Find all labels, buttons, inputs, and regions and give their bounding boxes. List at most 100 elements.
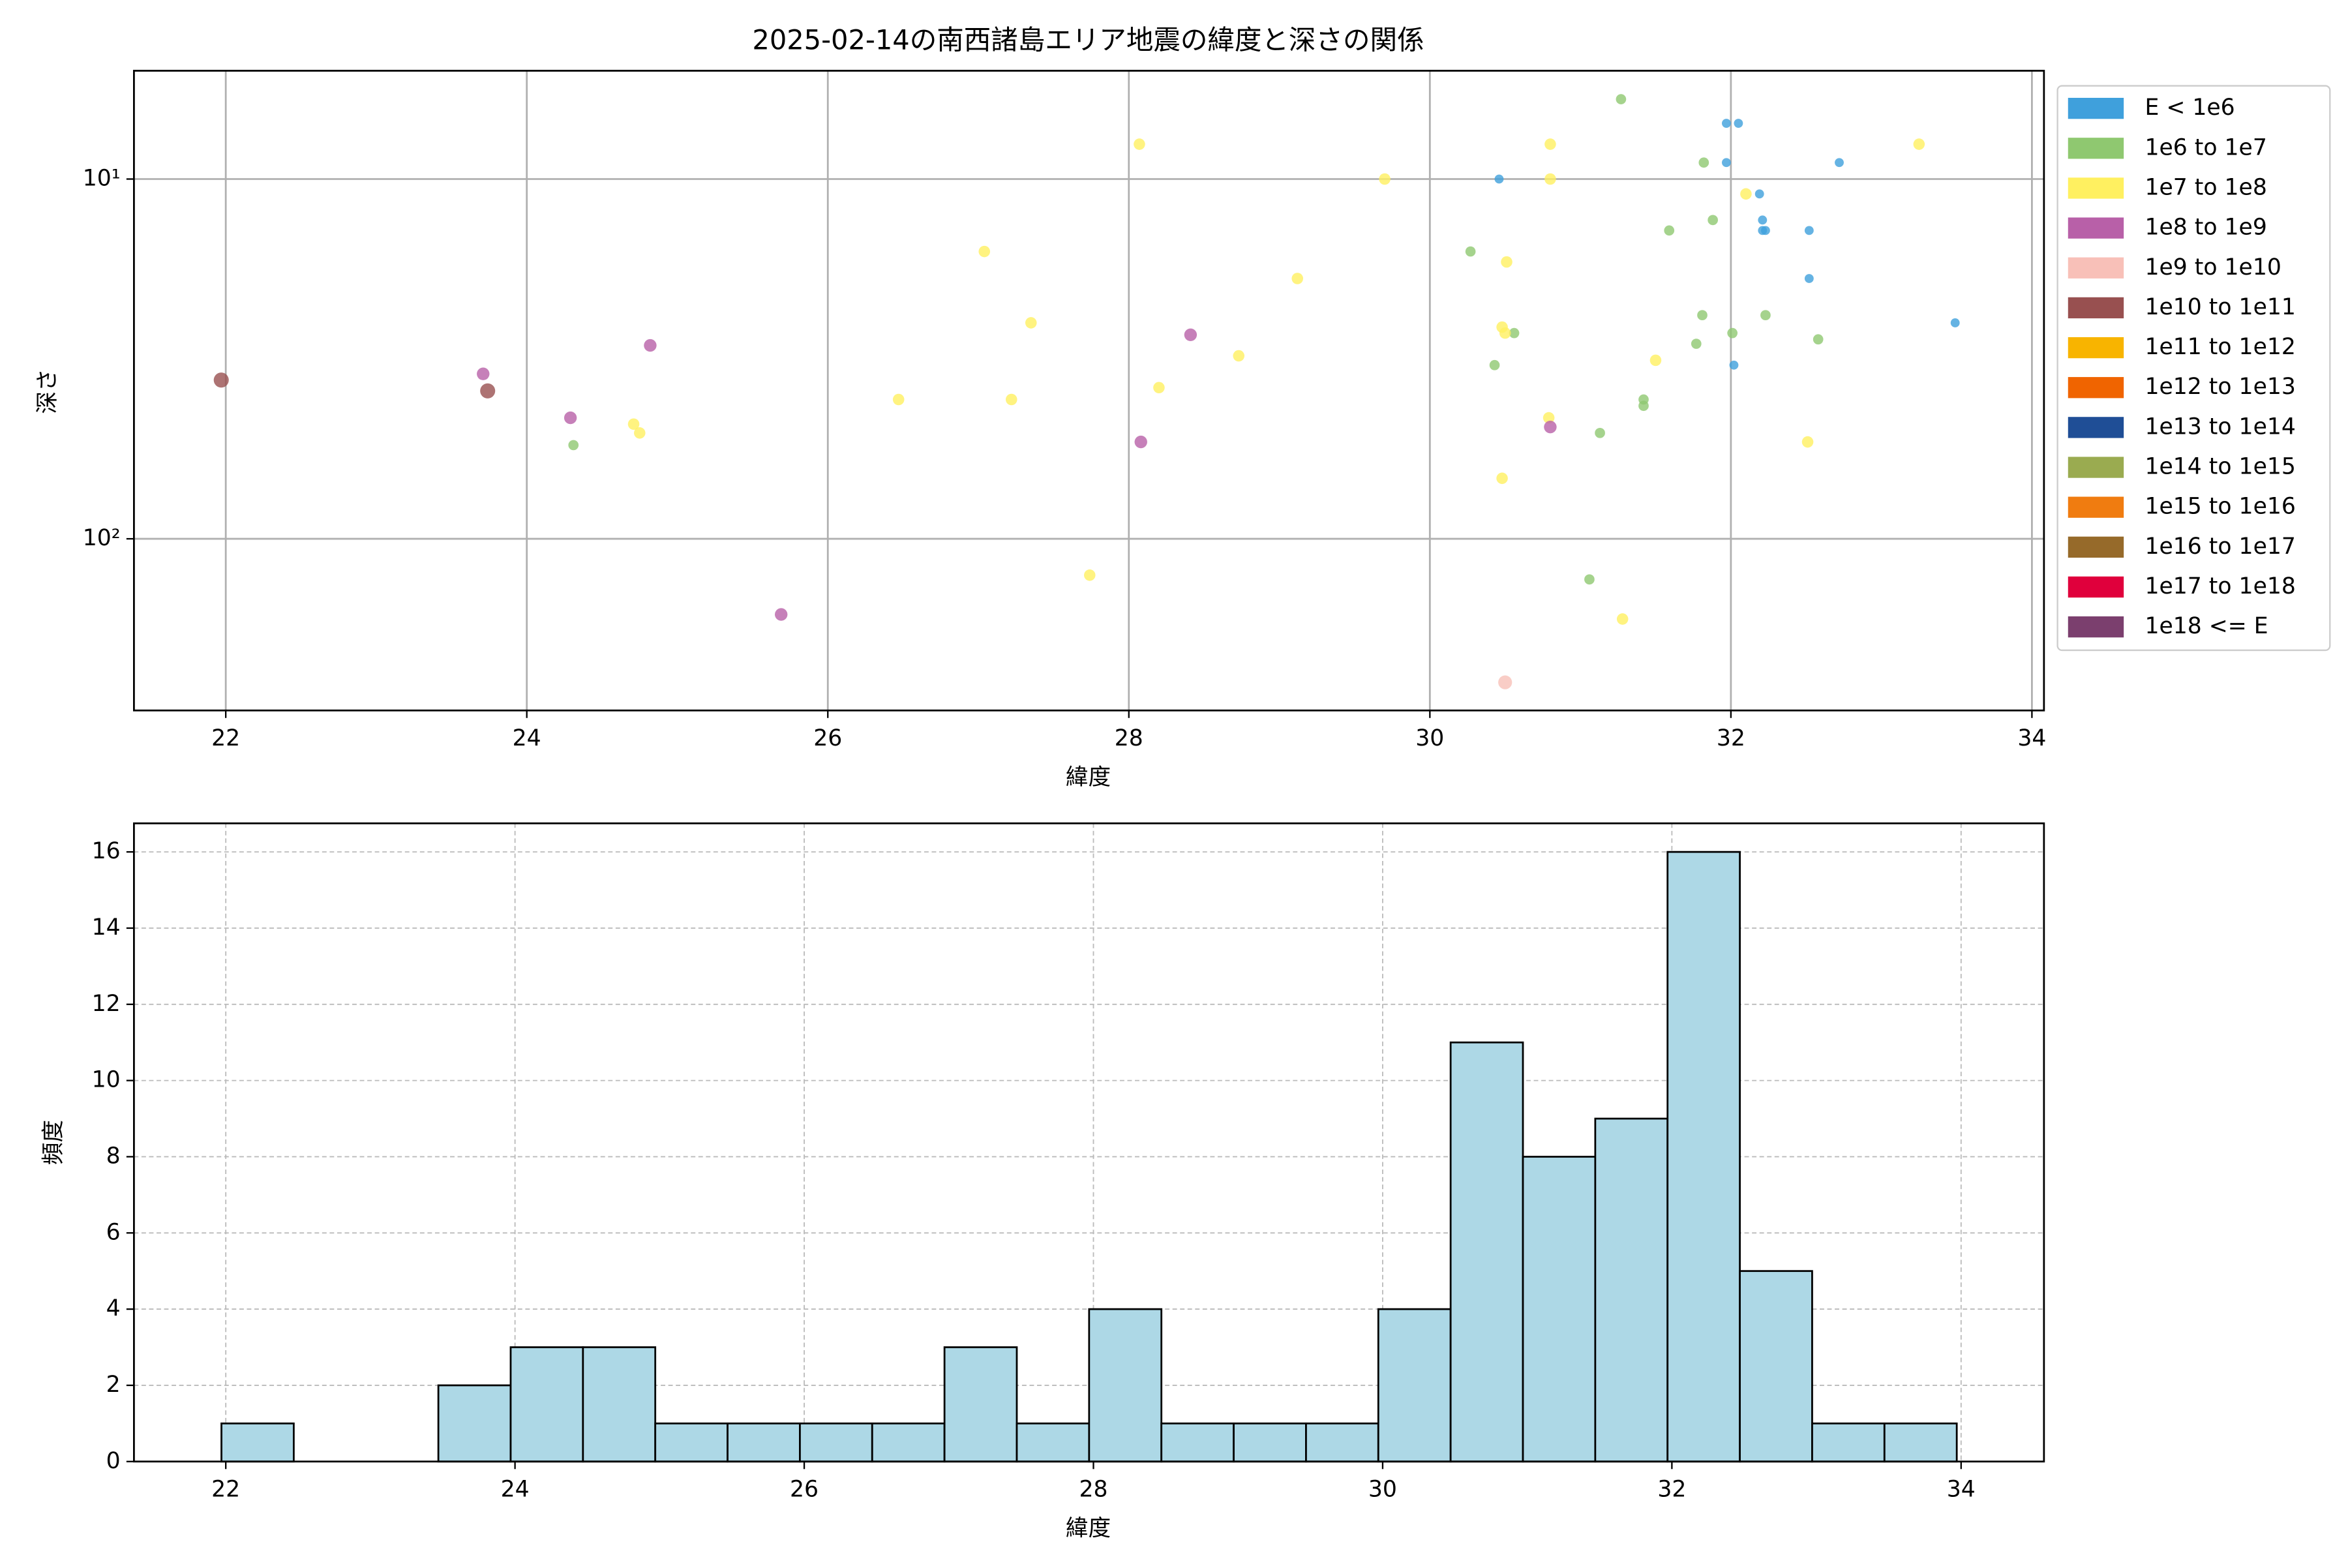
legend-swatch xyxy=(2068,576,2124,598)
legend-label: 1e15 to 1e16 xyxy=(2145,494,2295,520)
point xyxy=(1638,400,1649,412)
point xyxy=(1501,256,1513,268)
point xyxy=(1184,328,1197,342)
point xyxy=(1494,174,1504,184)
point xyxy=(1584,574,1595,585)
bar xyxy=(799,1422,873,1463)
legend xyxy=(2056,85,2331,652)
point xyxy=(1758,215,1768,225)
bar xyxy=(727,1422,801,1463)
point xyxy=(1708,215,1718,226)
point xyxy=(1722,119,1731,128)
legend-label: 1e17 to 1e18 xyxy=(2145,573,2295,599)
point xyxy=(1616,613,1629,625)
legend-swatch xyxy=(2068,457,2124,478)
point xyxy=(480,383,496,399)
point xyxy=(1233,350,1244,362)
bar xyxy=(1160,1422,1235,1463)
point xyxy=(1727,327,1738,339)
y-tick-label: 4 xyxy=(106,1295,121,1321)
bar xyxy=(1594,1117,1669,1463)
point xyxy=(564,411,577,425)
legend-label: 1e11 to 1e12 xyxy=(2145,334,2295,360)
y-tick-label: 8 xyxy=(106,1143,121,1169)
point xyxy=(1509,327,1520,339)
bar xyxy=(943,1346,1018,1463)
y-tick-label: 12 xyxy=(92,991,121,1017)
bar xyxy=(1305,1422,1379,1463)
legend-label: E < 1e6 xyxy=(2145,95,2235,121)
point xyxy=(1134,435,1147,449)
point xyxy=(1544,421,1557,434)
legend-label: 1e10 to 1e11 xyxy=(2145,294,2295,320)
point xyxy=(1804,274,1814,283)
point xyxy=(1698,157,1709,168)
plot-frame xyxy=(133,70,2045,712)
point xyxy=(1691,339,1702,349)
x-tick-label: 30 xyxy=(1368,1477,1397,1503)
point xyxy=(1543,412,1555,424)
point xyxy=(568,440,579,451)
bar xyxy=(1233,1422,1307,1463)
point xyxy=(1760,310,1771,321)
point xyxy=(1697,310,1708,321)
legend-swatch xyxy=(2068,177,2124,199)
point xyxy=(1729,360,1739,370)
x-axis-label: 緯度 xyxy=(1066,764,1111,791)
x-tick-label: 30 xyxy=(1415,725,1444,751)
point xyxy=(1498,675,1513,689)
point xyxy=(1754,189,1764,199)
point xyxy=(1489,359,1500,370)
bar xyxy=(1666,851,1741,1463)
point xyxy=(627,418,640,430)
bar xyxy=(1522,1156,1597,1463)
legend-swatch xyxy=(2068,217,2124,239)
point xyxy=(1544,138,1556,150)
point xyxy=(1734,119,1743,128)
bar xyxy=(437,1384,512,1463)
point xyxy=(477,367,490,380)
legend-label: 1e14 to 1e15 xyxy=(2145,454,2295,480)
x-tick-label: 32 xyxy=(1717,725,1745,751)
y-tick-label: 2 xyxy=(106,1372,121,1398)
point xyxy=(1595,427,1605,438)
point xyxy=(1006,393,1017,406)
point xyxy=(1801,436,1814,448)
bar xyxy=(654,1422,729,1463)
point xyxy=(1813,334,1824,345)
legend-swatch xyxy=(2068,297,2124,319)
point xyxy=(1664,225,1675,236)
x-tick-label: 26 xyxy=(813,725,842,751)
legend-swatch xyxy=(2068,337,2124,359)
point xyxy=(1616,94,1627,104)
legend-swatch xyxy=(2068,377,2124,399)
point xyxy=(775,608,788,621)
point xyxy=(1804,226,1814,235)
point xyxy=(892,393,905,406)
legend-label: 1e16 to 1e17 xyxy=(2145,534,2295,560)
bar xyxy=(1811,1422,1886,1463)
legend-label: 1e9 to 1e10 xyxy=(2145,254,2281,280)
point xyxy=(634,427,646,439)
y-tick-label: 14 xyxy=(92,914,121,941)
bar xyxy=(582,1346,657,1463)
point xyxy=(1134,138,1145,150)
legend-swatch xyxy=(2068,417,2124,438)
bar xyxy=(220,1422,295,1463)
x-tick-label: 28 xyxy=(1115,725,1143,751)
x-tick-label: 28 xyxy=(1079,1477,1107,1503)
legend-swatch xyxy=(2068,616,2124,638)
x-tick-label: 34 xyxy=(2017,725,2046,751)
x-tick-label: 26 xyxy=(790,1477,819,1503)
y-tick-label: 0 xyxy=(106,1448,121,1474)
x-tick-label: 22 xyxy=(211,1477,240,1503)
x-tick-label: 24 xyxy=(513,725,541,751)
legend-swatch xyxy=(2068,536,2124,558)
bar xyxy=(1377,1308,1452,1463)
bar xyxy=(1016,1422,1091,1463)
legend-swatch xyxy=(2068,257,2124,279)
point xyxy=(1291,273,1303,284)
y-axis-label: 深さ xyxy=(35,369,61,414)
bar xyxy=(1449,1041,1524,1463)
